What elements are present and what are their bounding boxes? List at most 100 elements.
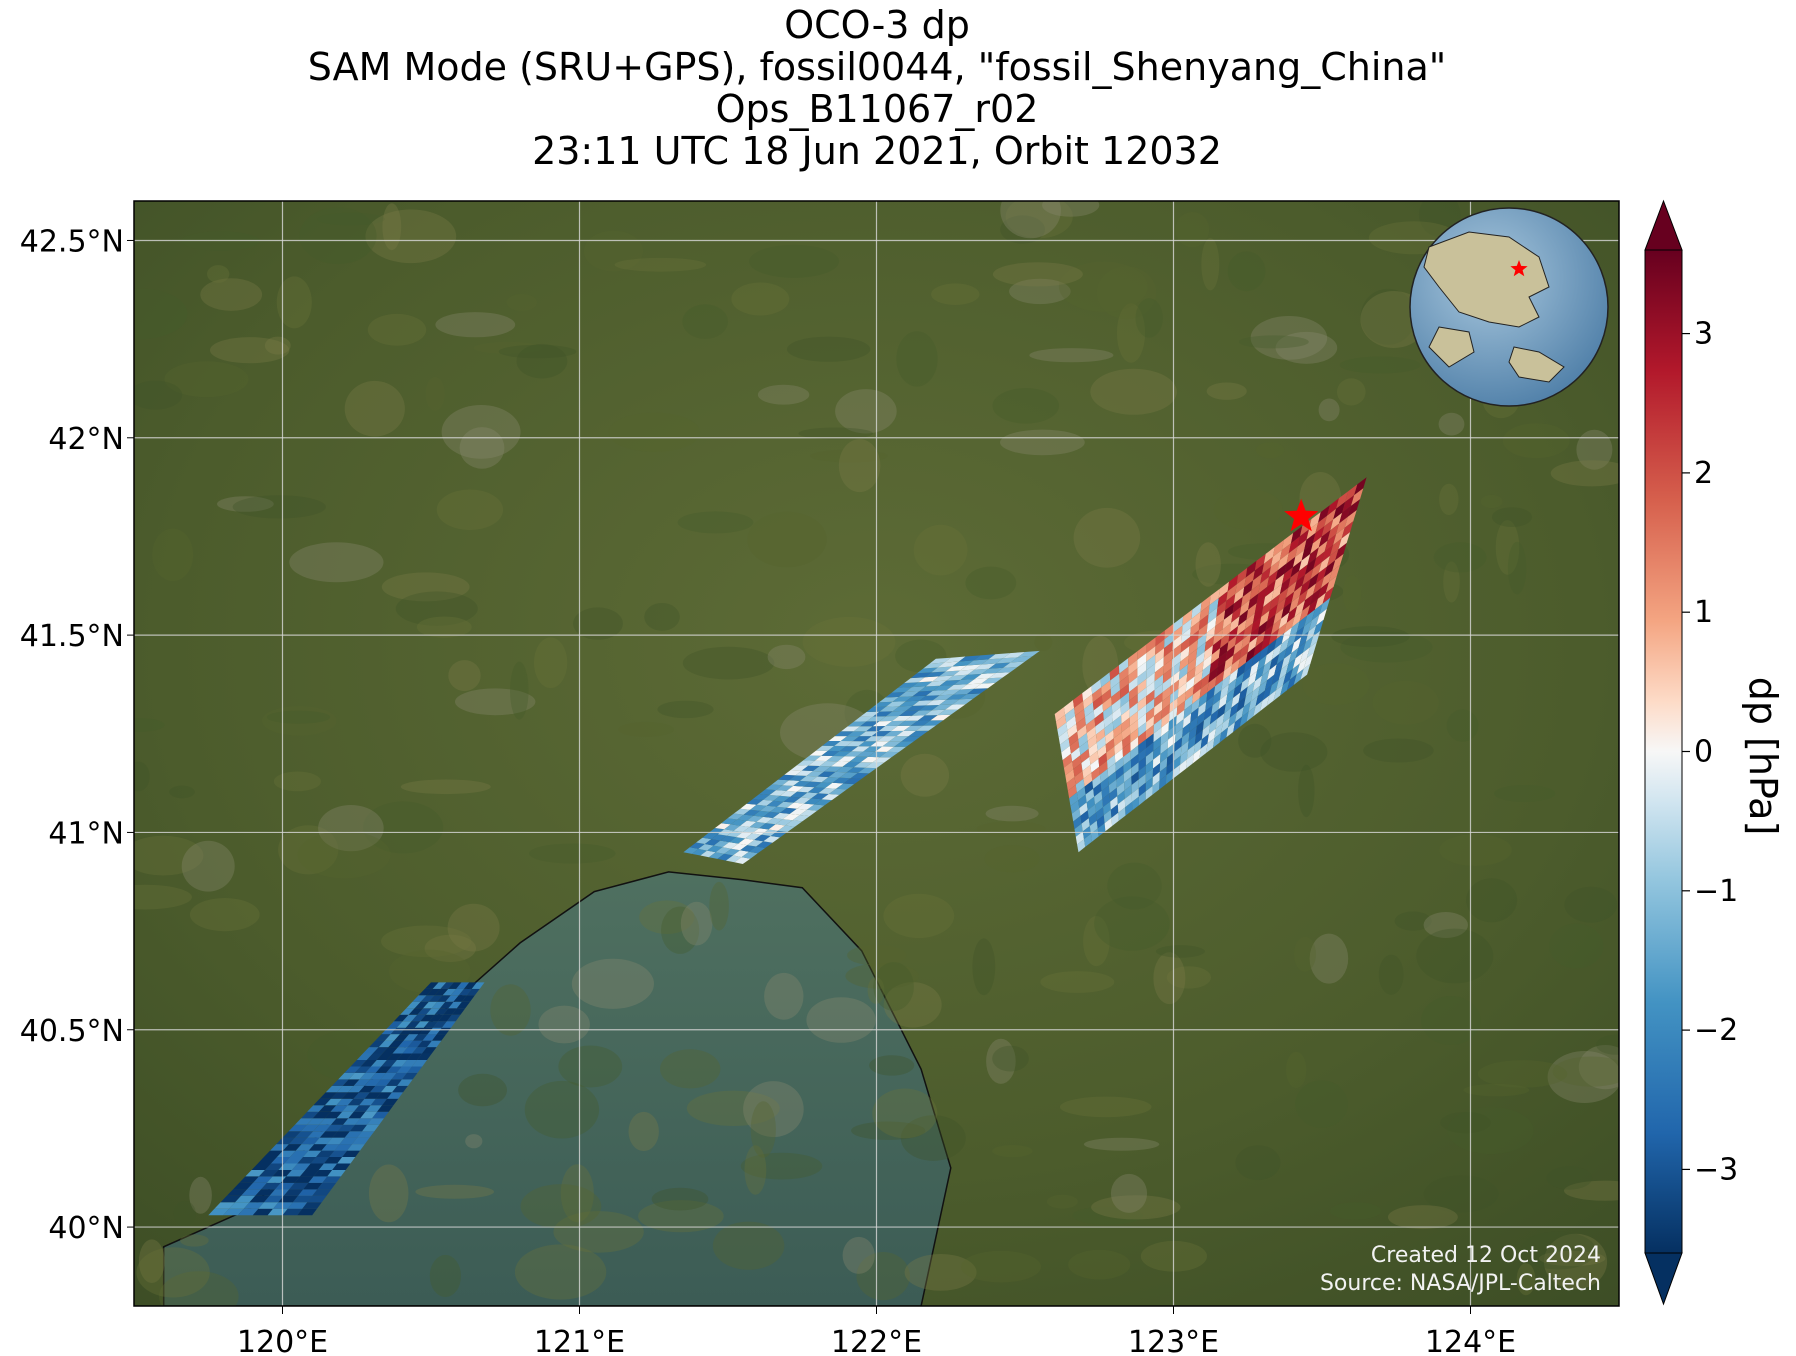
terrain-patch bbox=[900, 1115, 966, 1161]
sounding-cell bbox=[1057, 722, 1068, 738]
sounding-cell bbox=[284, 1157, 304, 1164]
sounding-cell bbox=[818, 788, 837, 794]
sounding-cell bbox=[1146, 637, 1156, 653]
sounding-cell bbox=[974, 663, 996, 670]
sounding-cell bbox=[860, 721, 880, 727]
terrain-patch bbox=[278, 825, 339, 875]
sounding-cell bbox=[707, 845, 723, 853]
sounding-cell bbox=[277, 1150, 296, 1157]
sounding-cell bbox=[1117, 798, 1126, 813]
sounding-cell bbox=[1263, 546, 1275, 564]
sounding-cell bbox=[1211, 699, 1220, 715]
sounding-cell bbox=[916, 725, 936, 731]
sounding-cell bbox=[1089, 750, 1099, 765]
sounding-cell bbox=[811, 793, 829, 800]
sounding-cell bbox=[431, 1001, 446, 1009]
sounding-cell bbox=[1247, 636, 1258, 653]
sounding-cell bbox=[1154, 701, 1163, 717]
sounding-cell bbox=[1080, 810, 1089, 824]
sounding-cell bbox=[689, 842, 705, 849]
sounding-cell bbox=[1233, 587, 1245, 604]
sounding-cell bbox=[1175, 719, 1184, 734]
sounding-cell bbox=[898, 720, 918, 726]
sounding-cell bbox=[336, 1111, 354, 1119]
sounding-cell bbox=[255, 1189, 276, 1196]
terrain-patch bbox=[913, 524, 968, 576]
terrain-patch bbox=[767, 644, 806, 670]
sounding-cell bbox=[1312, 526, 1325, 544]
sounding-cell bbox=[1222, 613, 1233, 630]
sounding-cell bbox=[295, 1144, 315, 1151]
terrain-patch bbox=[1378, 954, 1404, 995]
sounding-cell bbox=[741, 851, 758, 859]
sounding-cell bbox=[1267, 604, 1278, 621]
sounding-cell bbox=[400, 1008, 415, 1015]
sounding-cell bbox=[1210, 709, 1219, 725]
sounding-cell bbox=[1102, 793, 1111, 808]
terrain-patch bbox=[207, 265, 230, 283]
inset-globe bbox=[1409, 207, 1609, 407]
sounding-cell bbox=[847, 721, 867, 727]
sounding-cell bbox=[1210, 648, 1221, 664]
terrain-patch bbox=[1235, 1145, 1281, 1181]
sounding-cell bbox=[892, 705, 913, 712]
sounding-cell bbox=[1154, 665, 1164, 682]
sounding-cell bbox=[303, 1182, 323, 1190]
sounding-cell bbox=[1304, 533, 1316, 551]
sounding-cell bbox=[1010, 656, 1033, 663]
sounding-cell bbox=[1137, 704, 1147, 720]
sounding-cell bbox=[877, 736, 897, 742]
sounding-cell bbox=[1245, 681, 1255, 697]
terrain-patch bbox=[1302, 663, 1370, 706]
sounding-cell bbox=[324, 1111, 343, 1119]
sounding-cell bbox=[1228, 626, 1239, 642]
sounding-cell bbox=[879, 696, 899, 703]
sounding-cell bbox=[358, 1085, 376, 1093]
sounding-cell bbox=[1272, 539, 1284, 557]
sounding-cell bbox=[1129, 685, 1138, 701]
sounding-cell bbox=[1087, 734, 1097, 749]
sounding-cell bbox=[1214, 723, 1223, 739]
sounding-cell bbox=[1307, 547, 1319, 565]
sounding-cell bbox=[312, 1111, 331, 1119]
sounding-cell bbox=[1114, 740, 1123, 755]
sounding-cell bbox=[858, 741, 878, 747]
sounding-cell bbox=[1176, 709, 1185, 725]
sounding-cell bbox=[713, 840, 730, 848]
terrain-patch bbox=[1029, 348, 1114, 363]
terrain-patch bbox=[134, 718, 165, 732]
colorbar-tick-label: 2 bbox=[1694, 456, 1713, 491]
sounding-cell bbox=[1295, 641, 1306, 659]
terrain-patch bbox=[749, 244, 840, 278]
sounding-cell bbox=[306, 1118, 325, 1125]
terrain-patch bbox=[1340, 631, 1433, 663]
sounding-cell bbox=[1226, 722, 1235, 738]
sounding-cell bbox=[1262, 659, 1272, 676]
sounding-cell bbox=[1073, 763, 1083, 777]
sounding-cell bbox=[1218, 642, 1229, 658]
sounding-cell bbox=[806, 771, 825, 777]
sounding-cell bbox=[1278, 663, 1289, 680]
sounding-cell bbox=[1119, 675, 1129, 691]
terrain-patch bbox=[1564, 886, 1618, 923]
sounding-cell bbox=[1257, 680, 1268, 696]
sounding-cell bbox=[1273, 573, 1285, 591]
sounding-cell bbox=[896, 730, 916, 737]
sounding-cell bbox=[799, 809, 818, 817]
sounding-cell bbox=[905, 686, 926, 692]
sounding-cell bbox=[1269, 679, 1279, 696]
terrain-patch bbox=[1042, 201, 1100, 217]
sounding-cell bbox=[1129, 694, 1138, 709]
sounding-cell bbox=[1137, 679, 1147, 695]
sounding-cell bbox=[1138, 765, 1146, 780]
sounding-cell bbox=[1071, 747, 1081, 762]
lat-tick-label: 40°N bbox=[48, 1211, 124, 1246]
terrain-patch bbox=[189, 898, 260, 932]
sounding-cell bbox=[1230, 658, 1240, 675]
sounding-cell bbox=[1186, 744, 1195, 760]
terrain-patch bbox=[856, 1252, 910, 1301]
sounding-cell bbox=[1270, 550, 1282, 567]
sounding-cell bbox=[1324, 560, 1336, 578]
sounding-cell bbox=[740, 845, 757, 852]
terrain-patch bbox=[1116, 303, 1146, 363]
